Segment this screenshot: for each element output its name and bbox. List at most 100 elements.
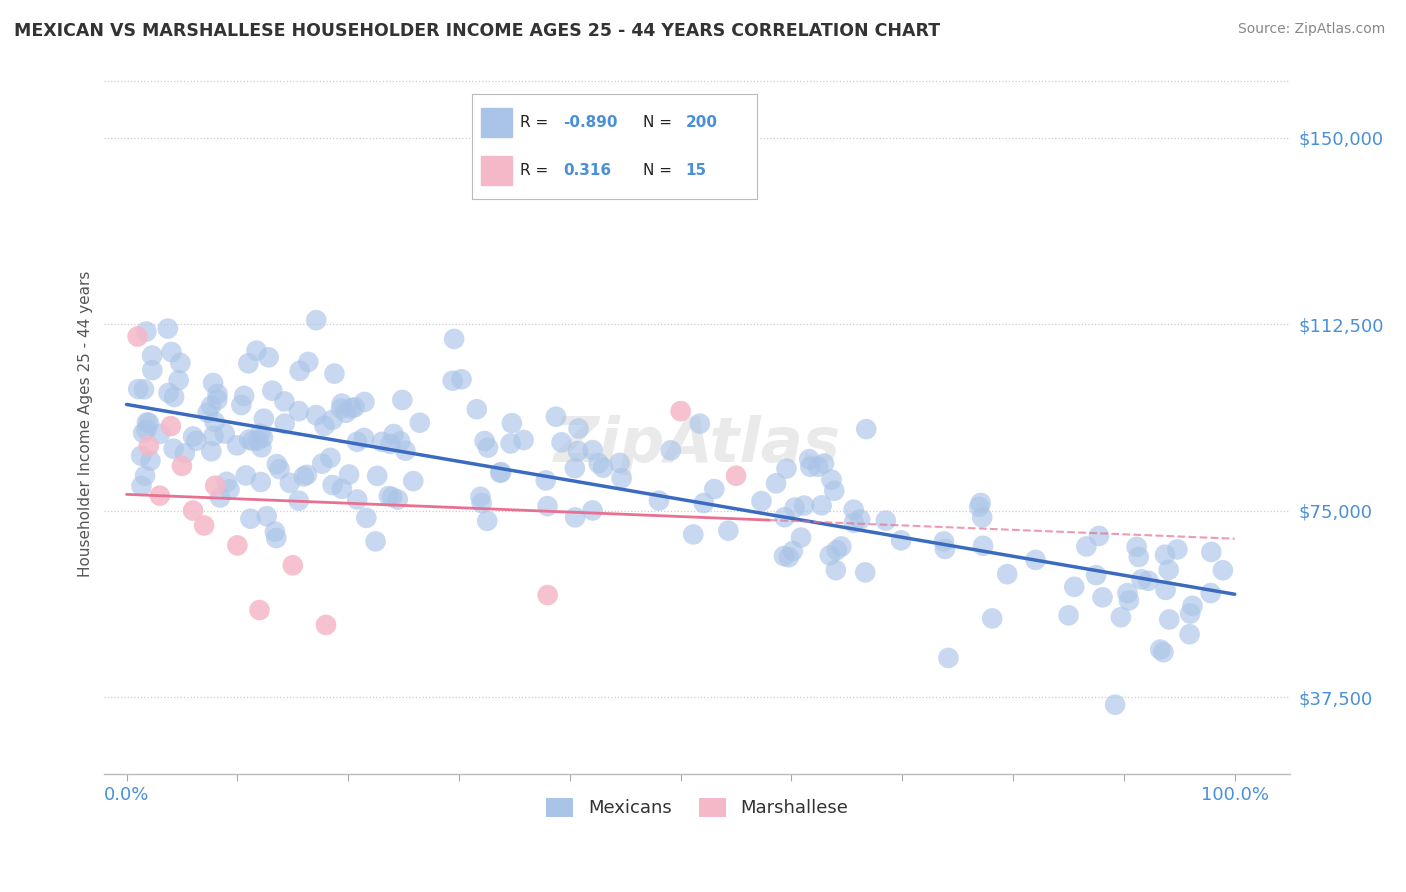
Mexicans <box>402 474 425 488</box>
Mexicans <box>135 423 157 437</box>
Mexicans <box>972 539 994 553</box>
Mexicans <box>235 468 257 483</box>
Mexicans <box>474 434 496 448</box>
Marshallese <box>204 479 226 493</box>
Mexicans <box>799 459 821 474</box>
Mexicans <box>138 416 160 430</box>
Mexicans <box>1057 608 1080 623</box>
Mexicans <box>1149 642 1171 657</box>
Mexicans <box>807 459 830 474</box>
Marshallese <box>181 503 204 517</box>
Mexicans <box>938 651 960 665</box>
Mexicans <box>489 465 512 479</box>
Mexicans <box>380 437 402 451</box>
Mexicans <box>127 382 149 396</box>
Mexicans <box>197 406 219 420</box>
Mexicans <box>842 502 865 516</box>
Mexicans <box>477 514 499 528</box>
Mexicans <box>534 474 557 488</box>
Mexicans <box>967 500 990 514</box>
Mexicans <box>773 549 796 563</box>
Mexicans <box>536 499 558 513</box>
Mexicans <box>1201 545 1223 559</box>
Mexicans <box>346 434 368 449</box>
Mexicans <box>470 490 492 504</box>
Mexicans <box>825 543 848 558</box>
Mexicans <box>269 462 291 476</box>
Mexicans <box>292 469 315 483</box>
Mexicans <box>249 475 271 489</box>
Mexicans <box>818 549 841 563</box>
Mexicans <box>162 442 184 456</box>
Mexicans <box>209 491 232 505</box>
Mexicans <box>323 367 346 381</box>
Marshallese <box>138 439 160 453</box>
Mexicans <box>139 453 162 467</box>
Mexicans <box>1166 542 1188 557</box>
Mexicans <box>377 489 399 503</box>
Mexicans <box>1212 563 1234 577</box>
Legend: Mexicans, Marshallese: Mexicans, Marshallese <box>538 791 855 825</box>
Mexicans <box>226 438 249 452</box>
Mexicans <box>343 401 366 415</box>
Mexicans <box>659 443 682 458</box>
Mexicans <box>1091 591 1114 605</box>
Mexicans <box>592 460 614 475</box>
Marshallese <box>170 458 193 473</box>
Mexicans <box>441 374 464 388</box>
Mexicans <box>582 443 605 458</box>
Mexicans <box>181 429 204 443</box>
Mexicans <box>157 385 180 400</box>
Mexicans <box>1076 540 1098 554</box>
Mexicans <box>305 313 328 327</box>
Mexicans <box>131 479 153 493</box>
Mexicans <box>249 426 271 441</box>
Mexicans <box>567 444 589 458</box>
Marshallese <box>149 489 172 503</box>
Text: Source: ZipAtlas.com: Source: ZipAtlas.com <box>1237 22 1385 37</box>
Mexicans <box>141 349 163 363</box>
Mexicans <box>394 443 416 458</box>
Mexicans <box>1063 580 1085 594</box>
Mexicans <box>207 392 229 407</box>
Mexicans <box>330 482 353 496</box>
Mexicans <box>564 461 586 475</box>
Mexicans <box>890 533 912 548</box>
Mexicans <box>1025 553 1047 567</box>
Mexicans <box>173 446 195 460</box>
Mexicans <box>305 408 328 422</box>
Mexicans <box>842 516 865 530</box>
Mexicans <box>544 409 567 424</box>
Mexicans <box>353 431 375 445</box>
Mexicans <box>231 398 253 412</box>
Mexicans <box>253 411 276 425</box>
Mexicans <box>477 441 499 455</box>
Mexicans <box>215 475 238 489</box>
Mexicans <box>443 332 465 346</box>
Mexicans <box>773 510 796 524</box>
Mexicans <box>1085 568 1108 582</box>
Mexicans <box>778 550 800 565</box>
Mexicans <box>501 416 523 430</box>
Mexicans <box>356 511 378 525</box>
Mexicans <box>751 494 773 508</box>
Mexicans <box>238 356 260 370</box>
Mexicans <box>932 534 955 549</box>
Mexicans <box>1199 586 1222 600</box>
Mexicans <box>246 434 269 448</box>
Mexicans <box>295 467 318 482</box>
Mexicans <box>218 483 240 497</box>
Mexicans <box>391 392 413 407</box>
Y-axis label: Householder Income Ages 25 - 44 years: Householder Income Ages 25 - 44 years <box>79 270 93 577</box>
Mexicans <box>609 456 631 470</box>
Mexicans <box>567 421 589 435</box>
Mexicans <box>273 394 295 409</box>
Mexicans <box>689 417 711 431</box>
Marshallese <box>725 468 748 483</box>
Mexicans <box>335 406 357 420</box>
Mexicans <box>610 471 633 485</box>
Marshallese <box>160 419 183 434</box>
Mexicans <box>1178 607 1201 621</box>
Mexicans <box>648 493 671 508</box>
Mexicans <box>512 433 534 447</box>
